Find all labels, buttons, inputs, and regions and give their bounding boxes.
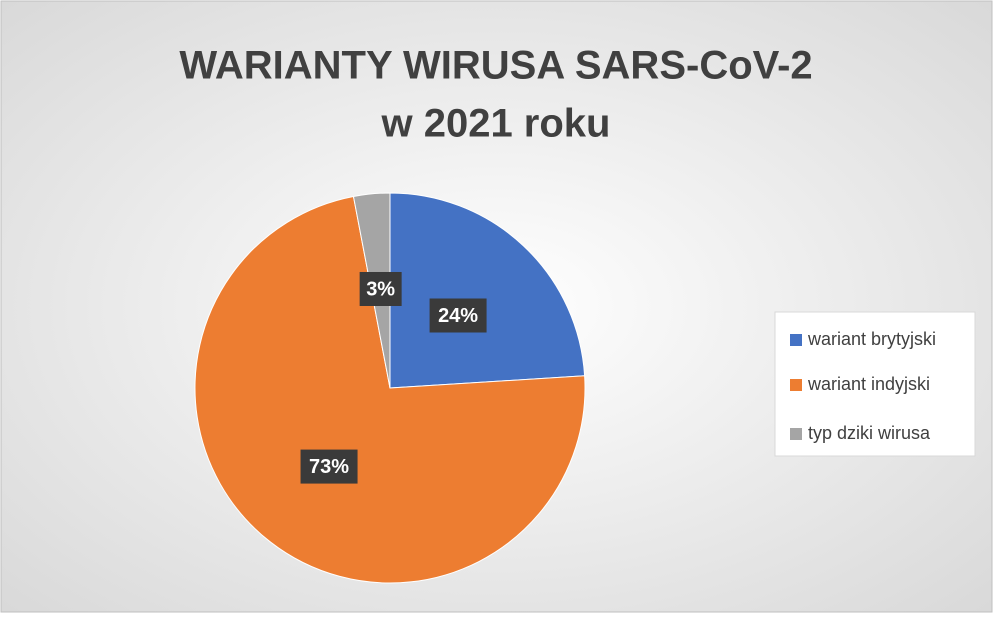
legend-swatch (790, 379, 802, 391)
legend-swatch (790, 334, 802, 346)
legend-label: typ dziki wirusa (808, 423, 931, 443)
legend-swatch (790, 428, 802, 440)
pie-slice (194, 195, 586, 584)
legend-label: wariant indyjski (807, 374, 930, 394)
data-label: 73% (309, 456, 349, 478)
data-label: 24% (438, 305, 478, 327)
pie-slice (389, 192, 586, 389)
legend-box (774, 311, 976, 457)
data-label-box (429, 298, 487, 333)
chart-title: w 2021 roku (380, 102, 610, 146)
data-label-box (300, 449, 358, 484)
legend-label: wariant brytyjski (807, 329, 936, 349)
data-label: 3% (366, 278, 395, 300)
chart-title: WARIANTY WIRUSA SARS-CoV-2 (179, 44, 812, 88)
data-label-box (359, 271, 402, 306)
